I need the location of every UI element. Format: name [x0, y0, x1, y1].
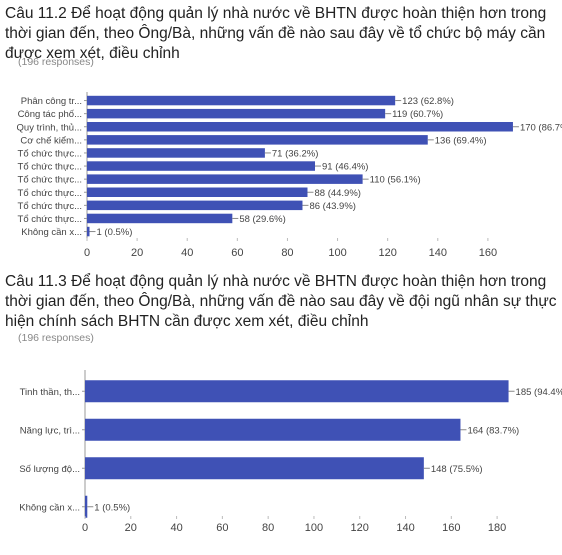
x-tick-label: 120: [351, 522, 369, 534]
bar: [85, 457, 424, 480]
value-label: 123 (62.8%): [402, 96, 454, 107]
bar: [87, 148, 265, 158]
bar: [85, 380, 509, 403]
x-tick-label: 180: [488, 522, 506, 534]
x-tick-label: 40: [170, 522, 182, 534]
bar: [87, 161, 316, 171]
bar: [85, 418, 461, 441]
value-label: 88 (44.9%): [314, 188, 360, 199]
x-tick-label: 20: [125, 522, 137, 534]
x-tick-label: 80: [262, 522, 274, 534]
bar: [87, 187, 308, 197]
x-tick-label: 40: [181, 247, 193, 259]
x-tick-label: 140: [396, 522, 414, 534]
category-label: Tinh thần, th...: [20, 387, 80, 398]
category-label: Tổ chức thực...: [18, 188, 82, 199]
x-tick-label: 100: [328, 247, 346, 259]
x-tick-label: 0: [84, 247, 90, 259]
bar: [87, 135, 428, 145]
x-tick-label: 160: [442, 522, 460, 534]
value-label: 1 (0.5%): [94, 502, 130, 513]
x-tick-label: 60: [216, 522, 228, 534]
category-label: Không cần x...: [21, 227, 82, 238]
chart-title: Câu 11.3 Để hoạt động quản lý nhà nước v…: [5, 273, 557, 330]
value-label: 185 (94.4%): [516, 387, 562, 398]
category-label: Phân công tr...: [21, 96, 82, 107]
value-label: 110 (56.1%): [370, 175, 421, 186]
category-label: Quy trình, thủ...: [17, 122, 82, 133]
x-tick-label: 80: [281, 247, 293, 259]
value-label: 91 (46.4%): [322, 162, 368, 173]
bar: [87, 108, 386, 119]
bar: [87, 122, 513, 132]
category-label: Số lượng độ...: [19, 464, 80, 475]
bar-chart-11-2: Phân công tr... 123 (62.8%) Công tác phố..…: [17, 92, 562, 259]
category-label: Năng lực, trì...: [20, 425, 80, 436]
bar: [85, 495, 88, 518]
x-tick-label: 160: [479, 247, 497, 259]
x-tick-label: 100: [305, 522, 323, 534]
value-label: 86 (43.9%): [309, 201, 355, 212]
chart-block-11-3: Câu 11.3 Để hoạt động quản lý nhà nước v…: [0, 268, 562, 555]
x-tick-label: 20: [131, 247, 143, 259]
chart-block-11-2: Câu 11.2 Để hoạt động quản lý nhà nước v…: [0, 0, 562, 268]
x-tick-label: 120: [378, 247, 396, 259]
value-label: 136 (69.4%): [435, 135, 487, 146]
chart-title: Câu 11.2 Để hoạt động quản lý nhà nước v…: [5, 5, 547, 62]
bar: [87, 95, 396, 106]
bar: [87, 200, 303, 211]
bar: [87, 174, 363, 184]
category-label: Cơ chế kiểm...: [20, 135, 82, 146]
bar: [87, 226, 90, 237]
value-label: 71 (36.2%): [272, 148, 318, 159]
value-label: 148 (75.5%): [431, 464, 483, 475]
value-label: 1 (0.5%): [97, 227, 133, 238]
x-tick-label: 60: [231, 247, 243, 259]
category-label: Tổ chức thực...: [18, 214, 82, 225]
value-label: 170 (86.7%): [520, 122, 562, 133]
value-label: 164 (83.7%): [467, 425, 519, 436]
bar: [87, 213, 233, 224]
value-label: 58 (29.6%): [239, 214, 285, 225]
category-label: Tổ chức thực...: [18, 162, 82, 173]
bar-chart-11-3: Tinh thần, th... 185 (94.4%) Năng lực, trì…: [19, 370, 562, 534]
category-label: Tổ chức thực...: [18, 175, 82, 186]
category-label: Tổ chức thực...: [18, 201, 82, 212]
responses-count: (196 responses): [18, 332, 94, 344]
category-label: Tổ chức thực...: [18, 148, 82, 159]
responses-count: (196 responses): [18, 56, 94, 68]
x-tick-label: 140: [429, 247, 447, 259]
x-tick-label: 0: [82, 522, 88, 534]
value-label: 119 (60.7%): [392, 109, 443, 120]
category-label: Không cần x...: [19, 502, 80, 513]
category-label: Công tác phố...: [18, 109, 82, 120]
